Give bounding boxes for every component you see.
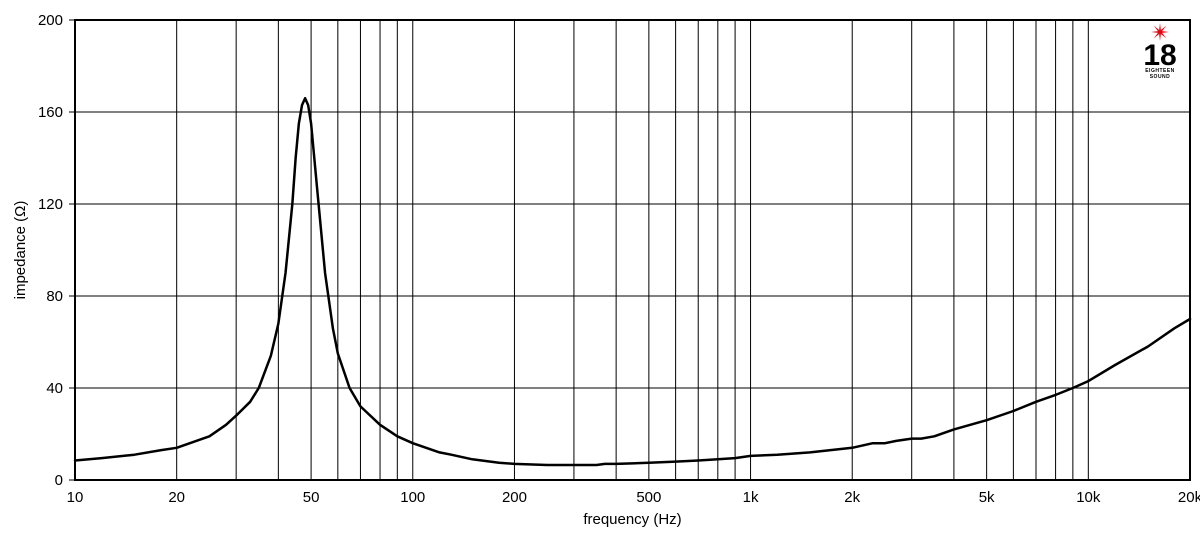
x-tick-label: 200 [502,489,527,506]
chart-svg: 10 20 50 100 200 500 1k 2k 5k 10k 20k frequency (Hz… [0,0,1200,533]
x-tick-label: 1k [743,489,759,506]
x-tick-label: 5k [979,489,995,506]
y-tick-label: 200 [38,12,63,29]
x-tick-label: 20k [1178,489,1200,506]
x-tick-label: 10k [1076,489,1101,506]
x-tick-label: 500 [636,489,661,506]
y-axis-label: impedance (Ω) [12,201,29,300]
x-tick-label: 2k [844,489,860,506]
x-axis-label: frequency (Hz) [583,511,681,528]
y-tick-label: 160 [38,104,63,121]
x-tick-label: 100 [400,489,425,506]
y-tick-label: 40 [46,380,63,397]
x-tick-label: 50 [303,489,320,506]
impedance-chart: 10 20 50 100 200 500 1k 2k 5k 10k 20k frequency (Hz… [0,0,1200,533]
y-tick-label: 120 [38,196,63,213]
x-tick-label: 10 [67,489,84,506]
x-tick-label: 20 [168,489,185,506]
logo-sub-bottom: SOUND [1150,74,1171,80]
y-tick-label: 80 [46,288,63,305]
y-tick-label: 0 [55,472,63,489]
